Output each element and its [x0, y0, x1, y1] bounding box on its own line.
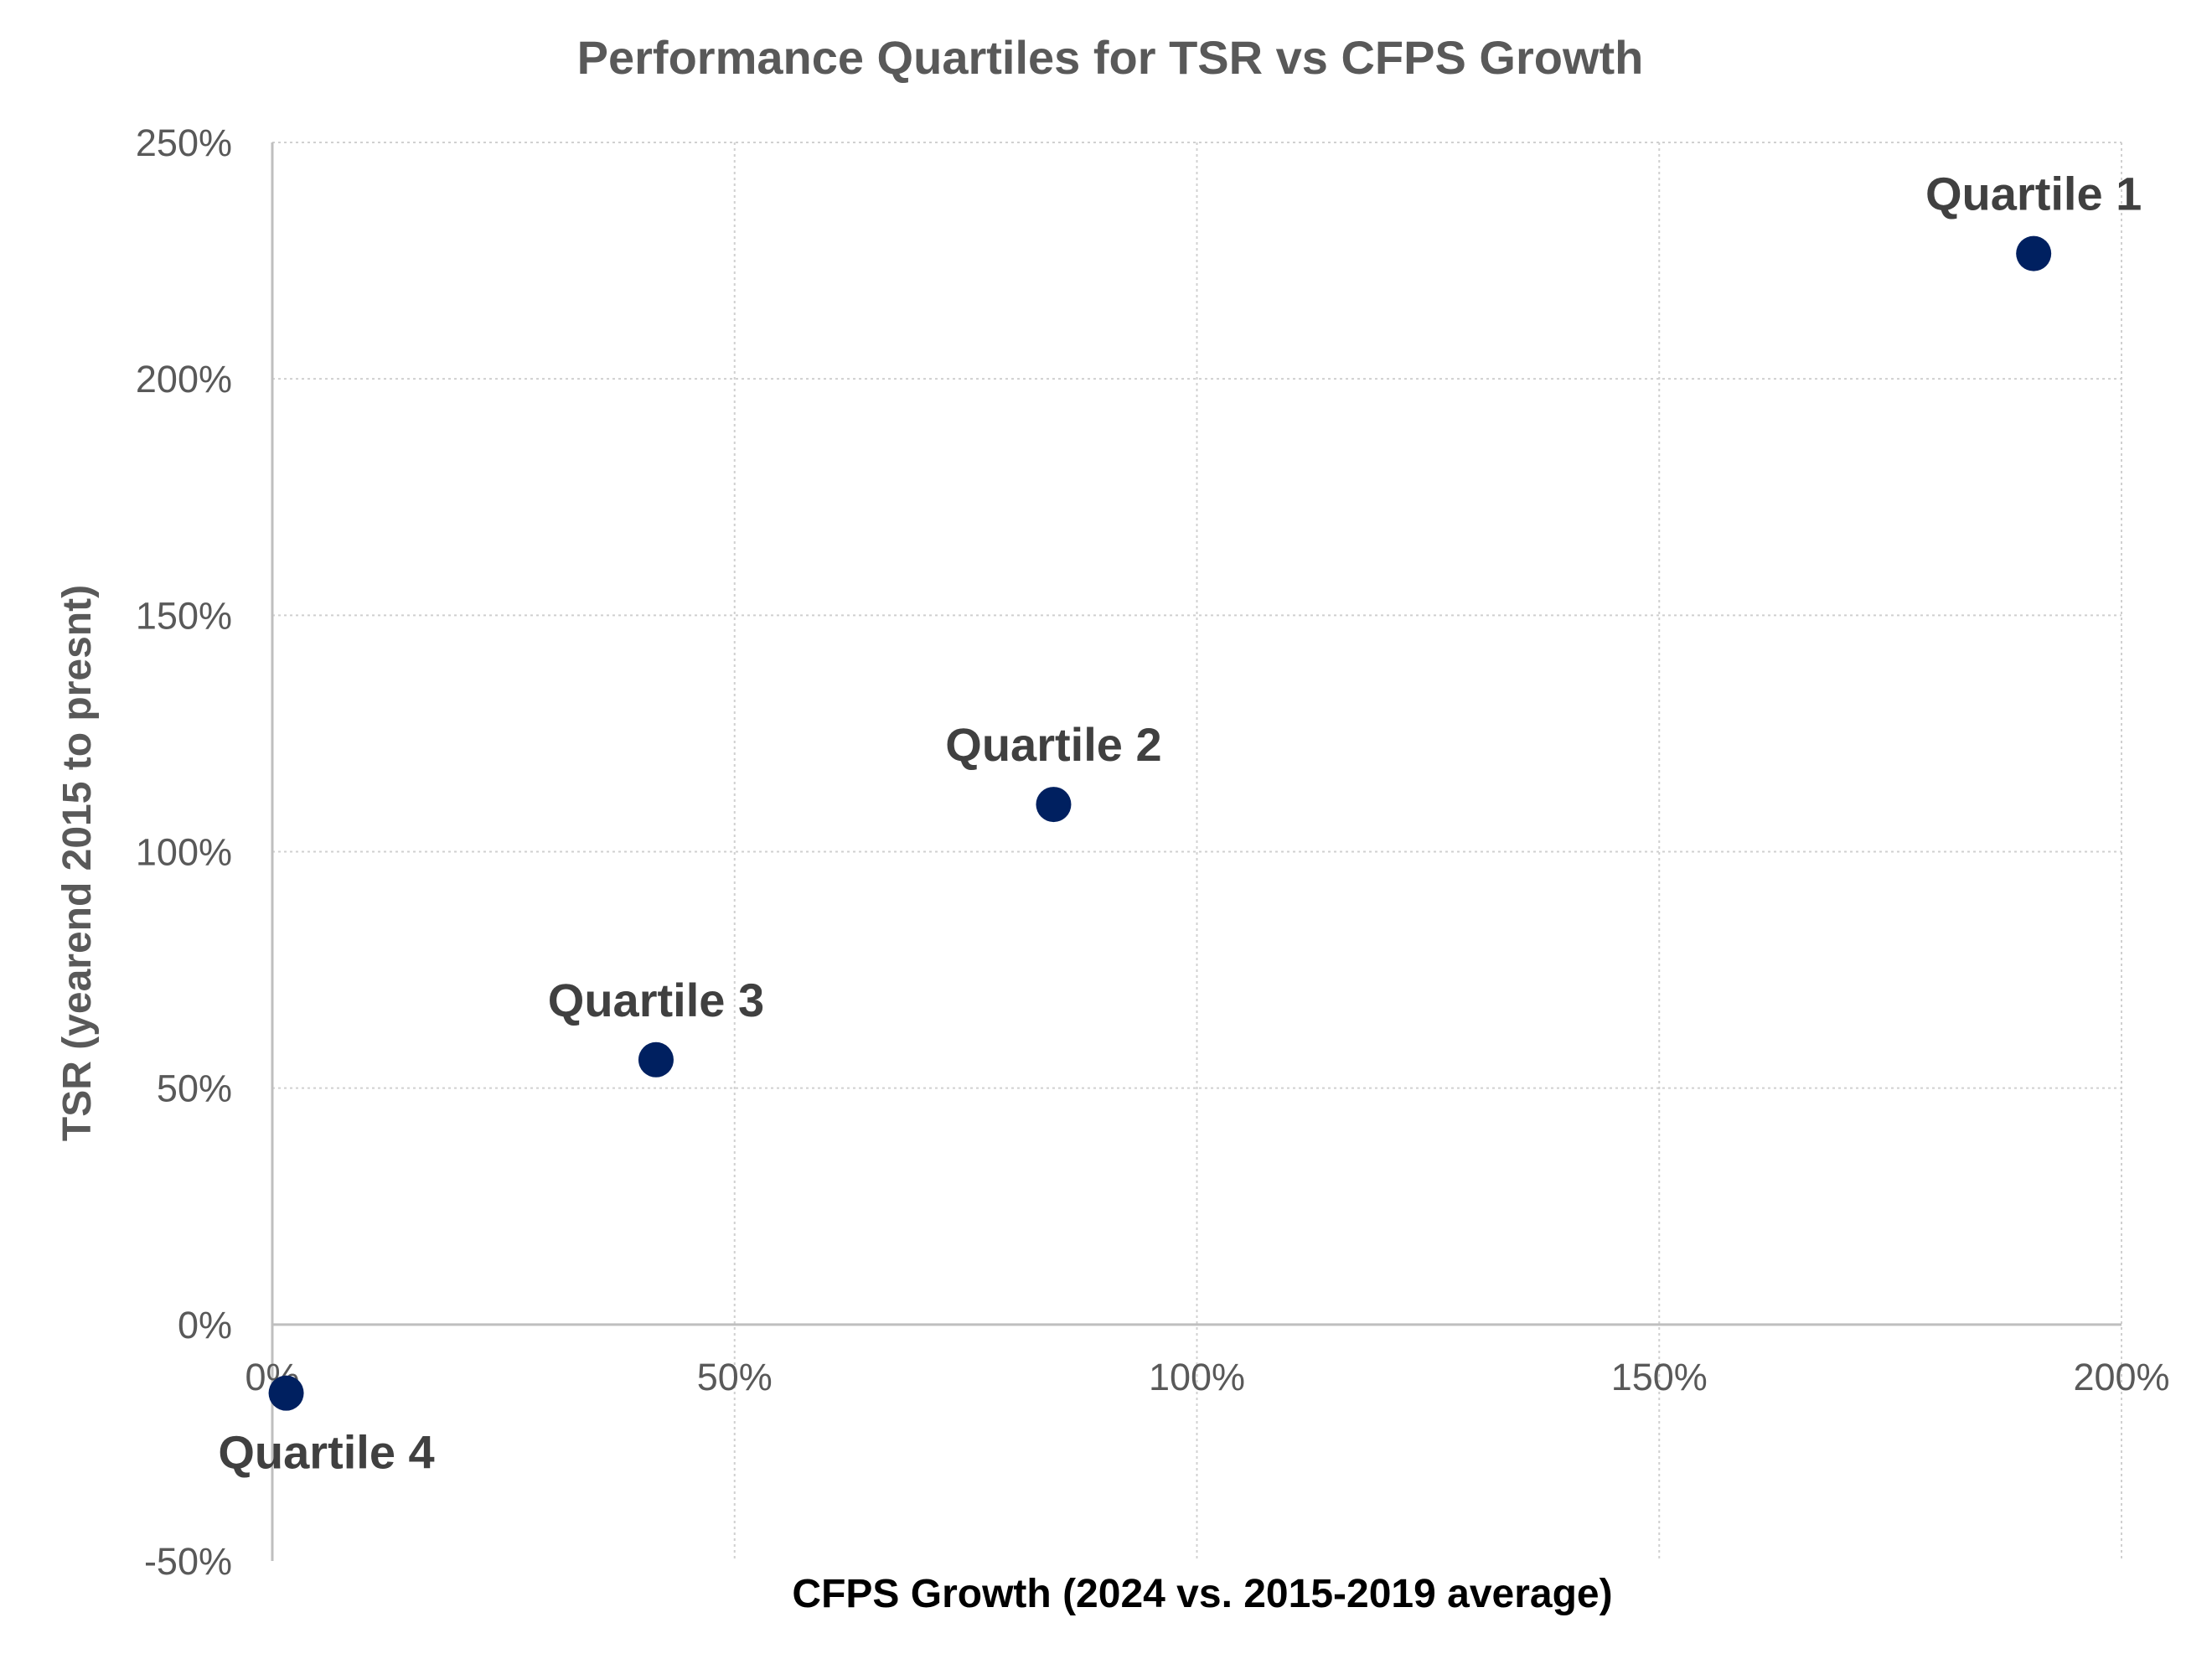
- y-tick-label: 250%: [136, 121, 232, 164]
- y-tick-label: 150%: [136, 594, 232, 637]
- x-tick-label: 100%: [1149, 1356, 1245, 1398]
- x-tick-label: 150%: [1611, 1356, 1708, 1398]
- gridlines: [272, 142, 2122, 1561]
- data-labels: Quartile 1 Quartile 2 Quartile 3 Quartile 4: [218, 168, 2142, 1479]
- x-axis-label: CFPS Growth (2024 vs. 2015-2019 average): [792, 1572, 1612, 1616]
- data-label: Quartile 2: [945, 718, 1161, 771]
- y-tick-label: 200%: [136, 358, 232, 401]
- y-tick-label: 50%: [157, 1067, 232, 1110]
- y-tick-label: 0%: [178, 1304, 232, 1346]
- data-label: Quartile 1: [1925, 168, 2142, 220]
- y-tick-label: 100%: [136, 831, 232, 874]
- x-tick-label: 50%: [697, 1356, 773, 1398]
- data-points: [268, 235, 2052, 1411]
- data-point: [2016, 235, 2052, 271]
- y-tick-label: -50%: [144, 1540, 232, 1583]
- y-axis-label: TSR (yearend 2015 to presnt): [55, 585, 100, 1141]
- data-point: [268, 1375, 304, 1411]
- axes: [271, 142, 2122, 1561]
- data-point: [638, 1041, 674, 1078]
- x-tick-label: 200%: [2073, 1356, 2169, 1398]
- data-point: [1036, 787, 1072, 823]
- data-label: Quartile 3: [548, 974, 764, 1026]
- chart-title: Performance Quartiles for TSR vs CFPS Gr…: [577, 31, 1644, 84]
- data-label: Quartile 4: [218, 1426, 434, 1479]
